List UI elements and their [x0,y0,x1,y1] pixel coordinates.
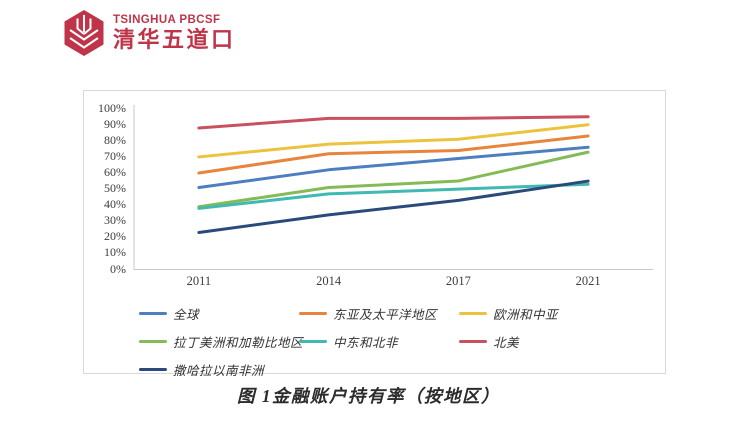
logo-chinese-name: 清华五道口 [113,27,236,53]
legend-item: 欧洲和中亚 [459,304,654,323]
series-line [197,134,590,175]
x-tick-label: 2011 [186,274,212,288]
series-line [197,145,590,189]
legend-item: 中东和北非 [299,332,459,351]
legend-label: 中东和北非 [333,336,399,350]
legend-item: 拉丁美洲和加勒比地区 [139,332,303,351]
chart-legend: 全球 东亚及太平洋地区 欧洲和中亚拉丁美洲和加勒比地区 中东和北非 北美撒哈拉以南非洲 [139,304,654,379]
logo: TSINGHUA PBCSF 清华五道口 [62,9,236,57]
x-tick-label: 2021 [575,274,601,288]
legend-label: 全球 [173,308,200,322]
figure-caption: 图 1金融账户持有率（按地区） [236,386,501,406]
legend-swatch [139,312,167,315]
series-line [197,182,590,210]
legend-label: 拉丁美洲和加勒比地区 [173,336,304,350]
y-tick-label: 10% [104,245,126,260]
series-line [197,115,590,130]
y-tick-label: 90% [104,116,126,131]
legend-swatch [139,340,167,343]
legend-item: 撒哈拉以南非洲 [139,360,299,379]
y-tick-label: 80% [104,132,126,147]
legend-swatch [459,312,487,315]
y-tick-label: 30% [104,213,126,228]
logo-english-name: TSINGHUA PBCSF [113,14,221,27]
legend-swatch [459,340,487,343]
y-axis-labels: 100% 90% 80% 70% 60% 50% 40% 30% 20% 10% 0% [84,91,129,296]
legend-swatch [299,312,327,315]
legend-label: 东亚及太平洋地区 [333,308,438,322]
y-tick-label: 20% [104,229,126,244]
legend-label: 欧洲和中亚 [493,308,559,322]
x-axis-labels: 2011 2014 2017 2021 [84,91,667,296]
y-tick-label: 100% [98,100,126,115]
line-chart: 100% 90% 80% 70% 60% 50% 40% 30% 20% 10% 0% 2011 20… [83,90,667,378]
legend-swatch [139,368,167,371]
y-tick-label: 50% [104,181,126,196]
y-tick-label: 60% [104,165,126,180]
legend-swatch [299,340,327,343]
legend-item: 东亚及太平洋地区 [299,304,459,323]
legend-item: 北美 [459,332,654,351]
legend-item: 全球 [139,304,299,323]
y-tick-label: 40% [104,197,126,212]
y-tick-label: 70% [104,148,126,163]
plot-area [133,105,653,270]
pbcsf-hexagon-icon [64,10,104,56]
series-line [197,150,590,209]
legend-label: 北美 [493,336,520,350]
series-line [197,123,590,159]
logo-text: TSINGHUA PBCSF 清华五道口 [113,14,236,51]
x-tick-label: 2014 [316,274,342,288]
series-line [197,179,590,235]
legend-label: 撒哈拉以南非洲 [173,364,265,378]
y-tick-label: 0% [110,261,126,276]
x-tick-label: 2017 [445,274,471,288]
